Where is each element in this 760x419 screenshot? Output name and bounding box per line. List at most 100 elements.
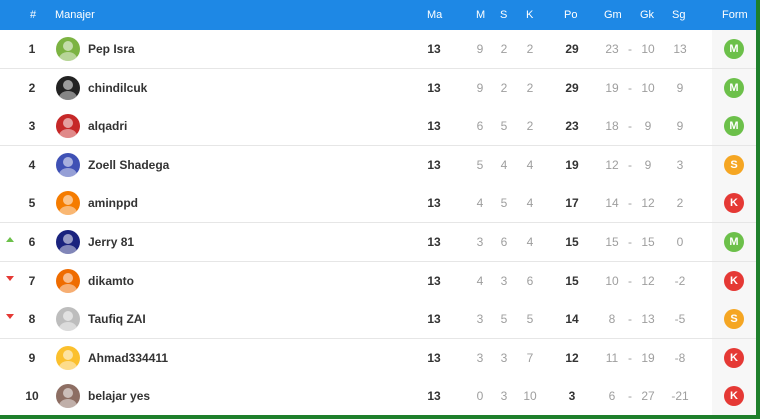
goals-for: 10: [605, 273, 619, 288]
rank-down-icon: [6, 314, 14, 320]
table-row[interactable]: 2 chindilcuk 13 9 2 2 29 19-10 9 M: [0, 68, 760, 108]
goals-separator: -: [628, 80, 632, 95]
manager-name[interactable]: dikamto: [88, 273, 135, 288]
header-manager[interactable]: Manajer: [55, 9, 95, 21]
wins: 3: [476, 235, 484, 249]
form-badge[interactable]: S: [724, 154, 744, 175]
manager-name[interactable]: belajar yes: [88, 389, 151, 404]
goals-separator: -: [628, 119, 632, 134]
points: 19: [565, 157, 579, 172]
matches-played: 13: [427, 42, 441, 56]
draws: 5: [500, 196, 508, 211]
goals-against: 19: [641, 350, 655, 365]
manager-name[interactable]: Pep Isra: [88, 42, 135, 56]
form-badge[interactable]: K: [724, 193, 744, 214]
rank-number: 8: [28, 312, 36, 327]
table-row[interactable]: 3 alqadri 13 6 5 2 23 18-9 9 M: [0, 107, 760, 147]
goal-difference: -8: [674, 350, 686, 365]
goals-against: 9: [644, 119, 652, 134]
table-row[interactable]: 9 Ahmad334411 13 3 3 7 12 11-19 -8 K: [0, 338, 760, 378]
matches-played: 13: [427, 119, 441, 134]
avatar[interactable]: [56, 191, 80, 216]
header-gk[interactable]: Gk: [640, 9, 655, 21]
form-badge[interactable]: K: [724, 347, 744, 368]
goal-difference: -5: [674, 312, 686, 327]
matches-played: 13: [427, 273, 441, 288]
draws: 2: [500, 42, 508, 56]
form-badge[interactable]: K: [724, 386, 744, 407]
losses: 4: [526, 196, 534, 211]
manager-name[interactable]: Zoell Shadega: [88, 157, 170, 172]
wins: 9: [476, 80, 484, 95]
right-edge-bar: [756, 0, 760, 419]
rank-number: 5: [28, 196, 36, 211]
goals-separator: -: [628, 157, 632, 172]
goals-separator: -: [628, 273, 632, 288]
points: 29: [565, 42, 579, 56]
header-po[interactable]: Po: [564, 9, 578, 21]
goals-against: 12: [641, 273, 655, 288]
draws: 3: [500, 389, 508, 404]
form-badge[interactable]: M: [724, 232, 744, 252]
manager-name[interactable]: Jerry 81: [88, 235, 135, 249]
draws: 5: [500, 312, 508, 327]
header-ma[interactable]: Ma: [427, 9, 443, 21]
table-row[interactable]: 4 Zoell Shadega 13 5 4 4 19 12-9 3 S: [0, 145, 760, 185]
wins: 4: [476, 273, 484, 288]
avatar[interactable]: [56, 230, 80, 254]
points: 12: [565, 350, 579, 365]
avatar[interactable]: [56, 307, 80, 332]
goal-difference: 3: [676, 157, 684, 172]
rank-up-icon: [6, 237, 14, 242]
avatar[interactable]: [56, 114, 80, 139]
form-badge[interactable]: M: [724, 116, 744, 137]
manager-name[interactable]: chindilcuk: [88, 80, 148, 95]
avatar[interactable]: [56, 268, 80, 293]
manager-name[interactable]: aminppd: [88, 196, 138, 211]
goals-against: 13: [641, 312, 655, 327]
header-k[interactable]: K: [526, 9, 534, 21]
header-rank: #: [30, 9, 37, 21]
form-badge[interactable]: S: [724, 309, 744, 330]
form-badge[interactable]: M: [724, 77, 744, 98]
points: 17: [565, 196, 579, 211]
points: 3: [568, 389, 576, 404]
form-cell: K: [712, 261, 760, 300]
wins: 9: [476, 42, 484, 56]
manager-name[interactable]: alqadri: [88, 119, 128, 134]
header-m[interactable]: M: [476, 9, 486, 21]
table-row[interactable]: 7 dikamto 13 4 3 6 15 10-12 -2 K: [0, 261, 760, 301]
goals-against: 10: [641, 42, 655, 56]
table-row[interactable]: 6 Jerry 81 13 3 6 4 15 15-15 0 M: [0, 223, 760, 262]
avatar[interactable]: [56, 345, 80, 370]
form-cell: M: [712, 223, 760, 261]
draws: 3: [500, 350, 508, 365]
goals-for: 14: [605, 196, 619, 211]
goals-for: 19: [605, 80, 619, 95]
form-badge[interactable]: M: [724, 39, 744, 59]
table-row[interactable]: 1 Pep Isra 13 9 2 2 29 23-10 13 M: [0, 30, 760, 69]
header-s[interactable]: S: [500, 9, 508, 21]
wins: 4: [476, 196, 484, 211]
header-sg[interactable]: Sg: [672, 9, 686, 21]
table-row[interactable]: 10 belajar yes 13 0 3 10 3 6-27 -21 K: [0, 377, 760, 417]
points: 29: [565, 80, 579, 95]
avatar[interactable]: [56, 384, 80, 409]
header-gm[interactable]: Gm: [604, 9, 622, 21]
goals-for: 12: [605, 157, 619, 172]
header-form[interactable]: Form: [722, 9, 748, 21]
wins: 5: [476, 157, 484, 172]
table-row[interactable]: 8 Taufiq ZAI 13 3 5 5 14 8-13 -5 S: [0, 300, 760, 340]
avatar[interactable]: [56, 37, 80, 61]
rank-number: 1: [28, 42, 36, 56]
draws: 2: [500, 80, 508, 95]
manager-name[interactable]: Ahmad334411: [88, 350, 169, 365]
matches-played: 13: [427, 157, 441, 172]
avatar[interactable]: [56, 75, 80, 100]
rank-number: 3: [28, 119, 36, 134]
avatar[interactable]: [56, 152, 80, 177]
manager-name[interactable]: Taufiq ZAI: [88, 312, 146, 327]
table-row[interactable]: 5 aminppd 13 4 5 4 17 14-12 2 K: [0, 184, 760, 224]
rank-number: 10: [25, 389, 39, 404]
form-badge[interactable]: K: [724, 270, 744, 291]
